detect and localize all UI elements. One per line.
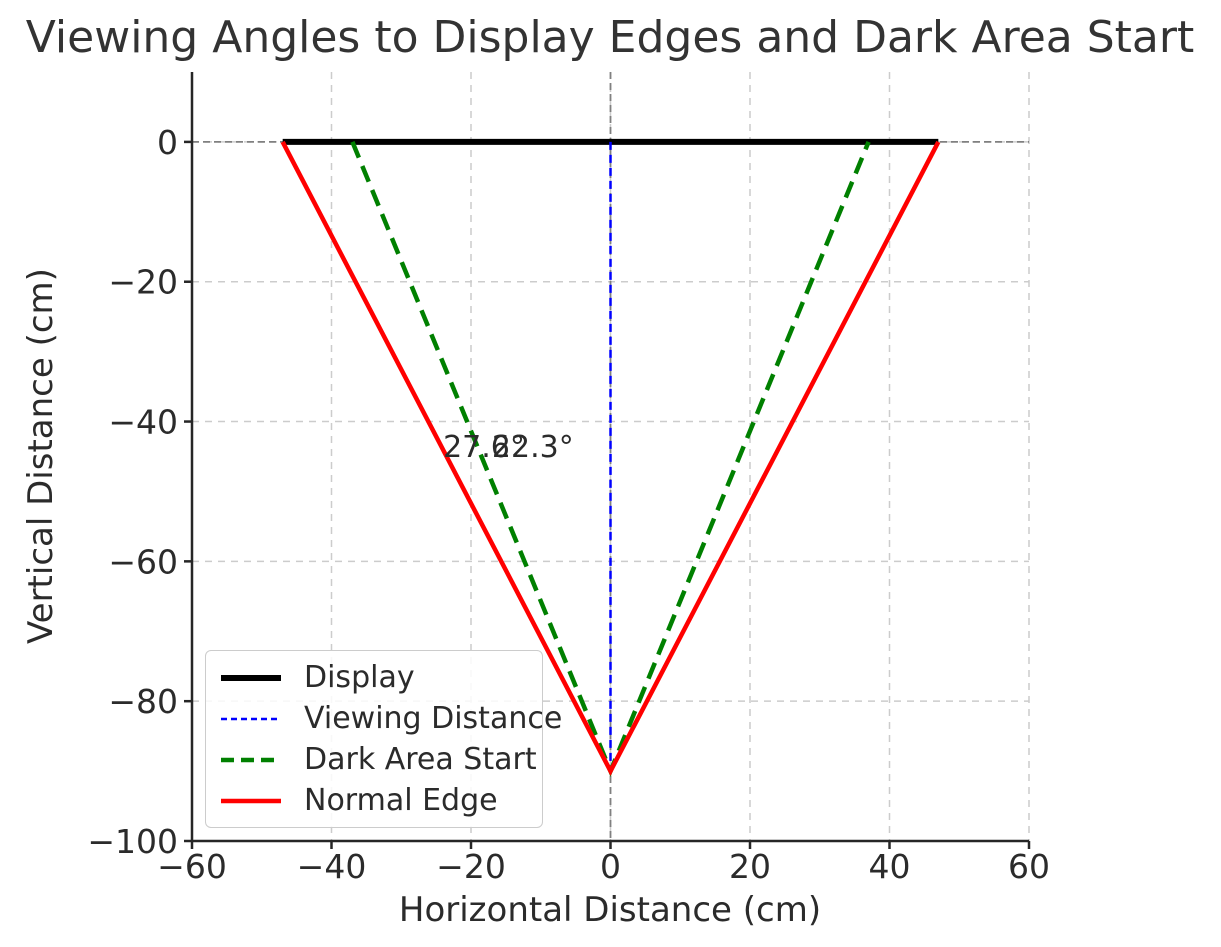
legend-label: Dark Area Start <box>304 742 537 777</box>
legend-label: Normal Edge <box>304 783 498 818</box>
angle-annotation: 27.6° <box>443 430 525 465</box>
series-layer <box>280 138 941 778</box>
x-tick-label: −60 <box>157 847 227 886</box>
chart-title: Viewing Angles to Display Edges and Dark… <box>26 12 1194 63</box>
legend-item-viewing-distance: Viewing Distance <box>220 701 562 736</box>
axis-layer: −60 −40 −20 0 20 40 60 0 −20 −40 −60 −80 −100 <box>87 72 1050 886</box>
legend-line-sample <box>221 674 281 681</box>
legend-label: Display <box>304 660 415 695</box>
x-tick-label: −40 <box>297 847 367 886</box>
y-axis-label: Vertical Distance (cm) <box>21 268 61 644</box>
annotation-layer: 27.6°22.3° <box>443 430 574 465</box>
y-tick-label: 0 <box>157 123 178 162</box>
x-tick-label: 40 <box>869 847 911 886</box>
x-axis-label: Horizontal Distance (cm) <box>399 890 821 930</box>
legend-box: Display Viewing Distance Dark Area Start No… <box>205 650 562 828</box>
y-tick-label: −80 <box>108 682 178 721</box>
y-tick-label: −100 <box>87 822 178 861</box>
y-tick-label: −20 <box>108 263 178 302</box>
y-tick-label: −40 <box>108 403 178 442</box>
legend-item-display: Display <box>220 660 532 695</box>
angle-annotation: 22.3° <box>492 430 574 465</box>
legend-line-sample <box>221 798 281 803</box>
legend-item-normal-edge: Normal Edge <box>220 783 532 818</box>
x-tick-label: 0 <box>600 847 621 886</box>
legend-line-sample <box>221 757 281 762</box>
x-tick-label: 20 <box>729 847 771 886</box>
legend-item-dark-area-start: Dark Area Start <box>220 742 537 777</box>
y-tick-label: −60 <box>108 542 178 581</box>
series-normal-edge <box>280 140 941 776</box>
legend-label: Viewing Distance <box>304 701 563 736</box>
legend-line-sample <box>221 717 281 720</box>
x-tick-label: 60 <box>1008 847 1050 886</box>
x-tick-label: −20 <box>436 847 506 886</box>
